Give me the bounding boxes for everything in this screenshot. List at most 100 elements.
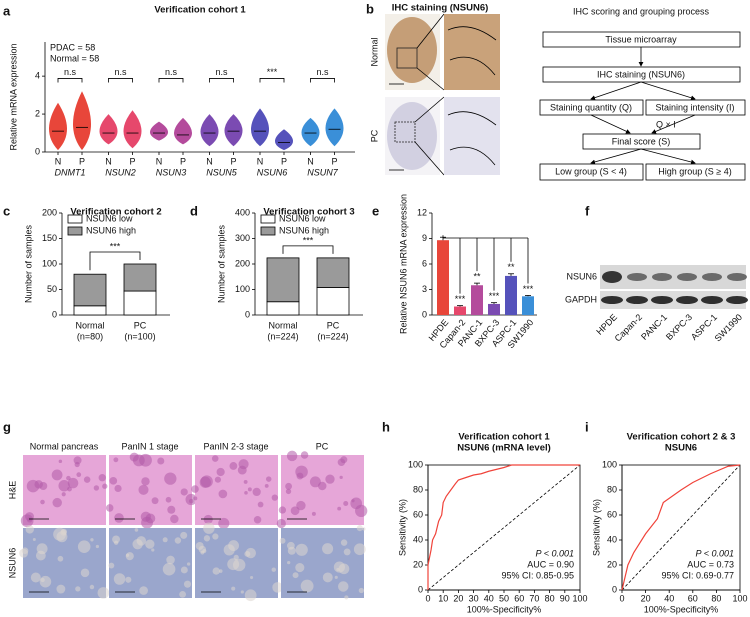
- violin: [150, 121, 168, 141]
- histology-column-label: PC: [316, 441, 329, 451]
- group-label: N: [257, 156, 264, 166]
- histology-texture: [257, 501, 264, 508]
- histology-texture: [295, 563, 305, 573]
- histology-texture: [300, 451, 309, 459]
- y-axis-label: Number of samples: [23, 224, 33, 303]
- y-tick-label: 6: [422, 258, 427, 268]
- x-tick-label: 0: [425, 593, 430, 603]
- histology-texture: [227, 558, 240, 571]
- histology-texture: [250, 575, 254, 580]
- histology-texture: [80, 568, 90, 578]
- histology-texture: [322, 543, 334, 555]
- bar: [522, 296, 534, 315]
- histology-texture: [337, 506, 342, 511]
- violin: [224, 114, 243, 147]
- flow-node: IHC staining (NSUN6): [597, 69, 685, 79]
- histology-texture: [203, 514, 213, 525]
- y-tick-label: 80: [413, 484, 423, 494]
- histology-texture: [90, 538, 94, 542]
- group-label: P: [230, 156, 236, 166]
- legend-label: NSUN6 high: [86, 225, 136, 235]
- histology-texture: [162, 562, 176, 576]
- histology-texture: [286, 450, 298, 462]
- histology-texture: [271, 567, 276, 572]
- histology-texture: [356, 525, 363, 532]
- legend-label: NSUN6 low: [86, 213, 133, 223]
- gene-label: NSUN2: [105, 167, 136, 177]
- histology-texture: [202, 548, 207, 553]
- violin: [73, 91, 91, 151]
- group-label: P: [281, 156, 287, 166]
- histology-texture: [336, 567, 340, 572]
- x-tick-label: 0: [619, 593, 624, 603]
- x-tick-label: 40: [664, 593, 674, 603]
- blot-band: [727, 273, 747, 281]
- histology-image: [109, 455, 192, 525]
- x-tick-label: (n=224): [317, 331, 348, 341]
- y-tick-label: 20: [413, 559, 423, 569]
- group-label: N: [55, 156, 62, 166]
- x-tick-label: 90: [560, 593, 570, 603]
- violin: [99, 114, 118, 145]
- significance-bracket: [282, 245, 334, 254]
- histology-texture: [39, 575, 52, 588]
- blot-band: [677, 273, 697, 281]
- histology-texture: [188, 498, 194, 504]
- histology-texture: [95, 544, 100, 549]
- histology-texture: [77, 540, 91, 553]
- histology-row-label: H&E: [7, 481, 17, 500]
- significance-label: ***: [455, 294, 466, 304]
- significance-bracket: [89, 251, 141, 271]
- histology-texture: [353, 543, 366, 556]
- x-tick-label: 50: [499, 593, 509, 603]
- x-tick-label: 80: [711, 593, 721, 603]
- violin: [200, 114, 219, 147]
- x-tick-label: Normal: [268, 320, 297, 330]
- histology-texture: [166, 555, 175, 565]
- histology-texture: [114, 513, 124, 523]
- legend-swatch: [67, 214, 83, 224]
- chart-title: Verification cohort 2: [70, 207, 161, 218]
- annotation: P < 0.001: [536, 548, 574, 558]
- y-tick-label: 50: [47, 284, 57, 294]
- histology-texture: [296, 500, 306, 511]
- histology-images: [19, 450, 368, 602]
- histology-texture: [151, 497, 159, 505]
- annotation: PDAC = 58: [50, 42, 95, 52]
- panel-letter: g: [3, 419, 11, 434]
- panel-letter: c: [3, 203, 10, 218]
- significance-bracket: [310, 78, 335, 83]
- histology-texture: [311, 511, 316, 516]
- histology-texture: [244, 589, 257, 602]
- histology-texture: [97, 587, 110, 599]
- gene-label: NSUN6: [257, 167, 288, 177]
- y-tick-label: 0: [418, 584, 423, 594]
- bar-segment: [316, 257, 350, 288]
- violin: [174, 117, 192, 145]
- blot-lane-label: SW1990: [713, 312, 744, 343]
- panel-letter: i: [585, 419, 589, 434]
- x-tick-label: 20: [641, 593, 651, 603]
- histology-row-label: NSUN6: [7, 548, 17, 579]
- bar-segment: [266, 301, 300, 316]
- x-tick-label: (n=80): [77, 331, 103, 341]
- reference-line: [621, 464, 741, 591]
- histology-texture: [244, 491, 248, 495]
- histology-texture: [36, 543, 48, 555]
- histology-texture: [51, 469, 63, 481]
- histology-texture: [229, 462, 238, 470]
- panel-letter: h: [382, 419, 390, 434]
- ihc-images: [385, 13, 500, 176]
- histology-texture: [200, 475, 213, 488]
- significance-bracket: [209, 78, 234, 83]
- histology-texture: [179, 590, 187, 598]
- histology-texture: [287, 546, 296, 555]
- chart-subtitle: NSUN6 (mRNA level): [457, 443, 551, 454]
- blot-band: [726, 296, 748, 304]
- y-tick-label: 12: [417, 207, 427, 217]
- histology-texture: [180, 531, 188, 539]
- significance-bracket: [57, 78, 83, 83]
- histology-texture: [83, 476, 91, 483]
- blot-band: [701, 296, 723, 304]
- reference-line: [427, 464, 581, 591]
